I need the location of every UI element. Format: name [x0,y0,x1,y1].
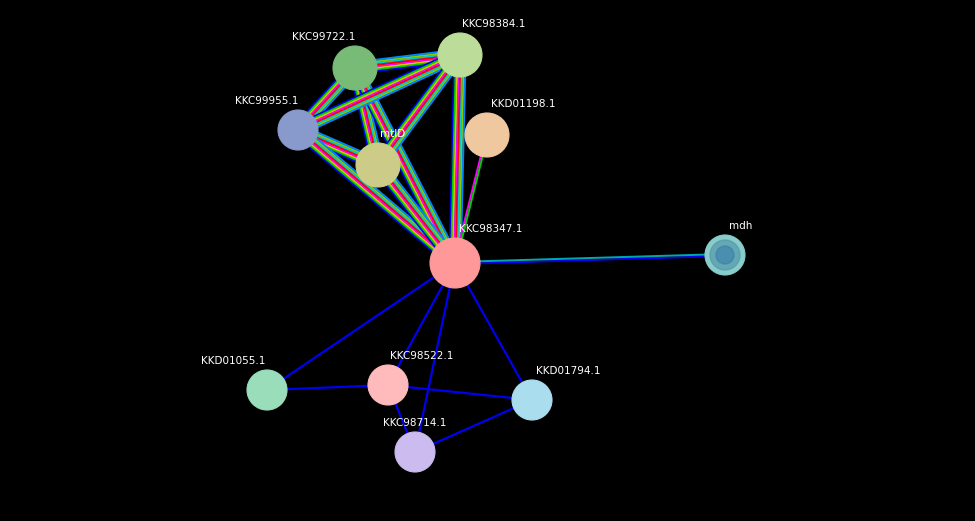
Text: KKC99955.1: KKC99955.1 [235,96,298,106]
Text: KKC99722.1: KKC99722.1 [292,32,355,42]
Text: KKC98522.1: KKC98522.1 [390,351,453,361]
Circle shape [710,240,740,270]
Circle shape [430,238,480,288]
Text: mdh: mdh [729,221,753,231]
Text: KKC98347.1: KKC98347.1 [459,224,523,234]
Text: KKC98384.1: KKC98384.1 [462,19,526,29]
Text: KKD01198.1: KKD01198.1 [491,99,556,109]
Text: KKC98714.1: KKC98714.1 [383,418,447,428]
Circle shape [512,380,552,420]
Text: KKD01055.1: KKD01055.1 [201,356,265,366]
Circle shape [247,370,287,410]
Text: KKD01794.1: KKD01794.1 [536,366,601,376]
Circle shape [333,46,377,90]
Circle shape [705,235,745,275]
Text: mtlD: mtlD [380,129,406,139]
Circle shape [356,143,400,187]
Circle shape [395,432,435,472]
Circle shape [465,113,509,157]
Circle shape [438,33,482,77]
Circle shape [278,110,318,150]
Circle shape [368,365,408,405]
Circle shape [716,246,734,264]
